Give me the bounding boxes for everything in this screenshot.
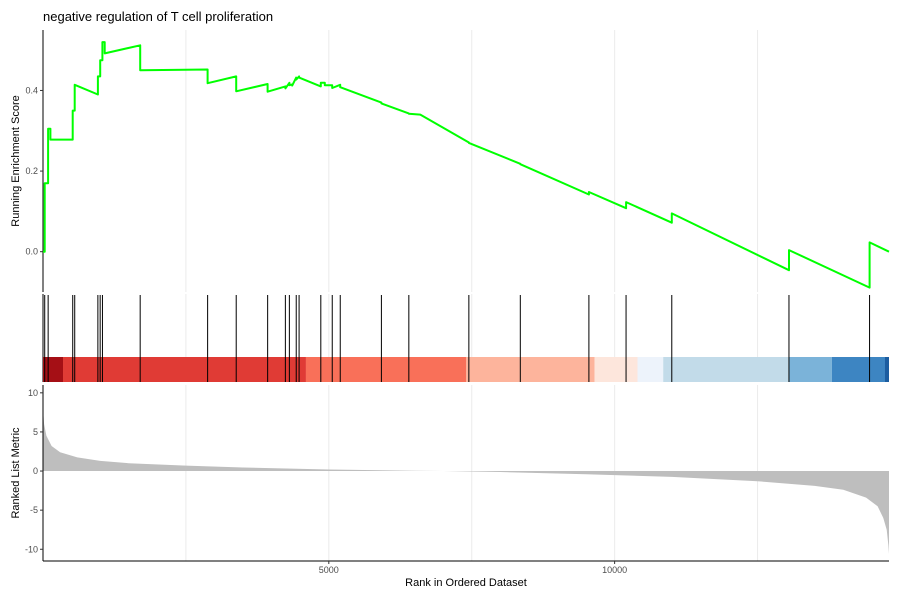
panel1-y-ticks: 0.0 0.2 0.4 [25,85,43,257]
color-bar-segment [831,357,885,382]
panel3-y-tick-label: -10 [25,544,38,554]
panel3-y-tick-label: -5 [30,505,38,515]
panel-gene-hits [42,294,889,382]
color-bar-segment [788,357,832,382]
panel-ranked-list-metric: 10 5 0 -5 -10 5000 10000 Ranked List Metric R… [10,385,889,589]
panel3-y-tick-label: 5 [33,427,38,437]
color-bar-segment [884,357,889,382]
x-ticks: 5000 10000 [319,561,627,575]
x-tick-label: 10000 [602,565,627,575]
panel1-y-axis-label: Running Enrichment Score [10,95,22,226]
color-bar-segment [466,357,595,382]
gene-hit-ticks [44,295,871,382]
panel1-gridlines [185,30,759,292]
panel1-y-tick-label: 0.4 [25,85,38,95]
panel3-y-ticks: 10 5 0 -5 -10 [25,388,43,554]
panel3-y-tick-label: 10 [28,388,38,398]
color-bar-segment [594,357,638,382]
panel3-y-axis-label: Ranked List Metric [10,427,22,519]
color-bar-segment [637,357,664,382]
panel1-y-tick-label: 0.2 [25,166,38,176]
color-bar-segment [305,357,466,382]
ranked-metric-area [43,408,889,554]
panel1-y-tick-label: 0.0 [25,247,38,257]
color-bar-segment [43,357,64,382]
x-tick-label: 5000 [319,565,339,575]
x-axis-label: Rank in Ordered Dataset [405,577,527,589]
color-bar-segment [663,357,789,382]
panel-running-enrichment: 0.0 0.2 0.4 Running Enrichment Score [10,30,890,292]
running-enrichment-line [43,41,890,289]
panel3-y-tick-label: 0 [33,466,38,476]
color-bar-segment [63,357,306,382]
rank-color-bar [43,357,889,382]
chart-title: negative regulation of T cell proliferat… [43,9,273,24]
